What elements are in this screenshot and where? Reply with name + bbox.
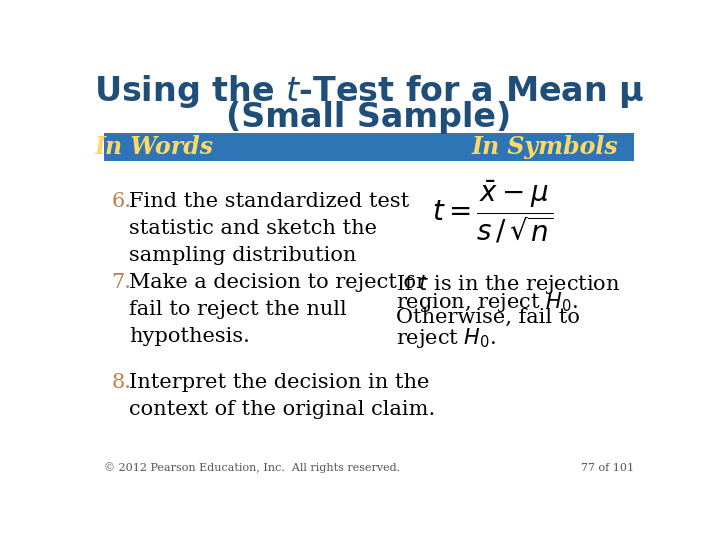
Text: © 2012 Pearson Education, Inc.  All rights reserved.: © 2012 Pearson Education, Inc. All right… [104,462,400,473]
Text: 7.: 7. [112,273,132,292]
Bar [104,133,634,161]
Text: (Small Sample): (Small Sample) [226,100,512,134]
Text: 77 of 101: 77 of 101 [581,463,634,473]
Text: Otherwise, fail to: Otherwise, fail to [396,308,580,327]
Text: Using the $\mathbf{\mathit{t}}$-Test for a Mean $\mathbf{\mu}$: Using the $\mathbf{\mathit{t}}$-Test for… [94,73,644,110]
Text: If $t$ is in the rejection: If $t$ is in the rejection [396,273,621,296]
Text: Make a decision to reject or
fail to reject the null
hypothesis.: Make a decision to reject or fail to rej… [129,273,426,346]
Text: Find the standardized test
statistic and sketch the
sampling distribution: Find the standardized test statistic and… [129,192,409,265]
Text: Interpret the decision in the
context of the original claim.: Interpret the decision in the context of… [129,373,435,419]
Text: $t = \dfrac{\bar{x} - \mu}{s\,/\,\sqrt{n}}$: $t = \dfrac{\bar{x} - \mu}{s\,/\,\sqrt{n… [432,178,554,245]
Text: 8.: 8. [112,373,132,392]
Text: region, reject $H_0$.: region, reject $H_0$. [396,291,578,314]
Text: In Words: In Words [95,135,214,159]
Text: 6.: 6. [112,192,132,211]
Text: reject $H_0$.: reject $H_0$. [396,326,496,350]
Text: In Symbols: In Symbols [472,135,618,159]
